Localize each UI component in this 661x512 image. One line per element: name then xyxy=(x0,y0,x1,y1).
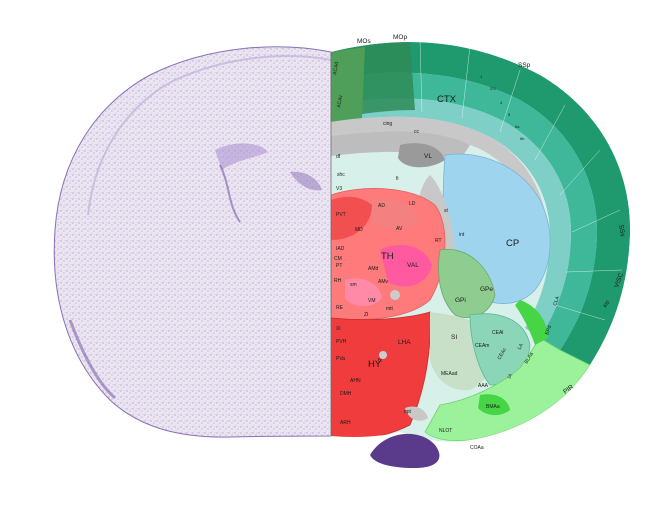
corpus-callosum xyxy=(331,116,548,232)
label-GPi: GPi xyxy=(455,297,466,304)
piriform-area xyxy=(424,337,591,442)
label-RE: RE xyxy=(336,305,344,311)
label-LA: LA xyxy=(517,342,526,351)
label-AMd: AMd xyxy=(368,266,379,272)
label-ZI: ZI xyxy=(364,312,368,318)
label-ACAv: ACAv xyxy=(336,94,344,108)
layer-label: 6a xyxy=(515,124,520,129)
label-MOs: MOs xyxy=(357,38,371,45)
label-st: st xyxy=(444,208,449,214)
layer-number-labels: 1 2/3 4 5 6a 6b xyxy=(480,74,525,141)
label-VISC: VISC xyxy=(613,272,625,289)
label-AMv: AMv xyxy=(378,279,389,285)
label-AV: AV xyxy=(396,226,403,232)
label-PVT: PVT xyxy=(336,212,346,218)
label-cc: cc xyxy=(414,129,420,135)
label-LD: LD xyxy=(409,201,416,207)
median-eminence xyxy=(370,433,440,468)
label-VAL: VAL xyxy=(407,262,419,269)
label-V3: V3 xyxy=(336,186,342,192)
layer-label: 4 xyxy=(500,100,503,105)
layer-label: 1 xyxy=(480,74,483,79)
label-GPe: GPe xyxy=(480,286,493,293)
cingulate-cortex xyxy=(331,47,365,122)
label-fi: fi xyxy=(396,176,399,182)
label-PVH: PVH xyxy=(336,339,347,345)
label-MD: MD xyxy=(355,227,363,233)
label-int: int xyxy=(459,232,465,238)
ventral-anterior-lateral xyxy=(380,245,432,287)
label-SSp: SSp xyxy=(518,62,531,69)
label-IAD: IAD xyxy=(336,246,345,252)
label-CLA: CLA xyxy=(552,295,561,307)
cortex-inner-layers xyxy=(331,98,572,338)
label-RT: RT xyxy=(435,238,442,244)
region-labels: MOs MOp ACAd ACAv SSp SSs VISC AIp PIR C… xyxy=(332,34,626,451)
label-RH: RH xyxy=(334,278,342,284)
label-IA: IA xyxy=(507,372,515,380)
nissl-section xyxy=(53,46,332,438)
label-ARH: ARH xyxy=(340,420,351,426)
label-mtt: mtt xyxy=(386,306,394,312)
label-COAa: COAa xyxy=(470,445,484,451)
layer-label: 5 xyxy=(508,112,511,117)
label-ACAd: ACAd xyxy=(332,61,340,75)
label-CM: CM xyxy=(334,256,342,262)
label-LHA: LHA xyxy=(398,339,411,346)
label-AIp: AIp xyxy=(602,299,611,309)
label-PT: PT xyxy=(336,263,342,269)
label-CP: CP xyxy=(506,238,519,249)
label-fx: fx xyxy=(378,358,382,364)
label-MEAad: MEAad xyxy=(441,371,458,377)
label-DMH: DMH xyxy=(340,391,352,397)
label-VL: VL xyxy=(424,153,432,160)
label-AAA: AAA xyxy=(478,383,489,389)
label-CEAc: CEAc xyxy=(497,346,509,361)
label-sm: sm xyxy=(350,282,357,288)
label-shc: shc xyxy=(337,172,345,178)
label-TH: TH xyxy=(381,251,394,262)
label-CTX: CTX xyxy=(437,94,457,105)
claustrum xyxy=(515,300,548,345)
layer-label: 2/3 xyxy=(490,86,496,91)
label-BLAa: BLAa xyxy=(524,351,535,365)
label-BMAa: BMAa xyxy=(486,404,500,410)
label-HY: HY xyxy=(368,359,382,370)
label-NLOT: NLOT xyxy=(439,428,452,434)
label-CEAl: CEAl xyxy=(492,330,503,336)
label-SSs: SSs xyxy=(617,224,626,238)
label-PVa: PVa xyxy=(336,356,345,362)
bma xyxy=(478,394,510,416)
lateral-ventricle xyxy=(398,143,445,168)
label-cing: cing xyxy=(383,121,392,127)
label-opt: opt xyxy=(404,409,412,415)
label-df: df xyxy=(336,154,341,160)
label-Xi: Xi xyxy=(336,326,340,332)
label-CEAm: CEAm xyxy=(475,343,489,349)
label-EPd: EPd xyxy=(544,325,553,336)
layer-label: 6b xyxy=(520,136,525,141)
label-VM: VM xyxy=(368,298,376,304)
label-AD: AD xyxy=(378,203,385,209)
atlas-half xyxy=(331,42,631,442)
label-AHN: AHN xyxy=(350,378,361,384)
label-MOp: MOp xyxy=(393,34,407,41)
optic-tract xyxy=(405,406,428,421)
label-SI: SI xyxy=(451,334,457,341)
